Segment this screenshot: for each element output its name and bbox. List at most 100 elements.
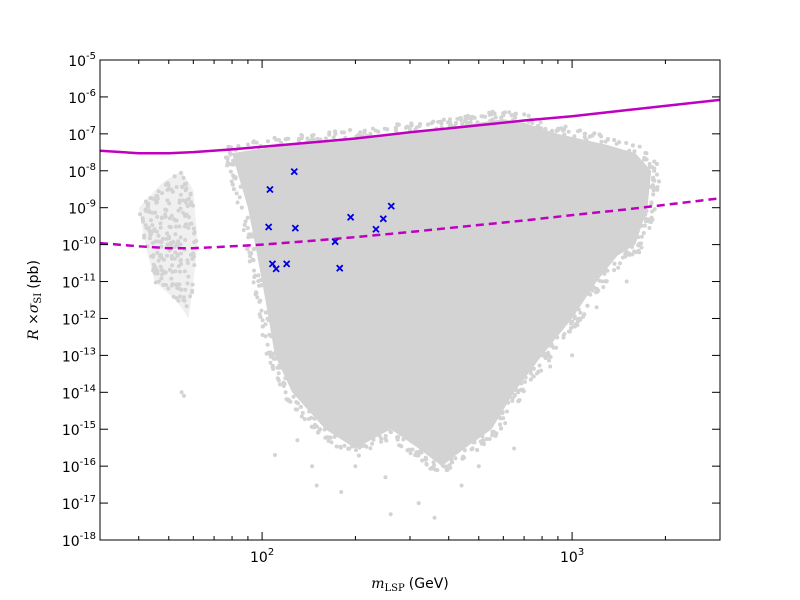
- scan-point: [175, 253, 180, 258]
- scan-point: [383, 437, 388, 441]
- scan-point: [348, 128, 352, 132]
- y-tick-label: 10-18: [62, 531, 96, 550]
- y-tick-label: 10-8: [68, 162, 96, 181]
- scan-point: [150, 229, 155, 234]
- scan-point: [636, 235, 641, 240]
- scan-point: [620, 255, 625, 260]
- scan-point: [655, 185, 660, 190]
- scan-point: [228, 169, 233, 174]
- scan-point: [368, 131, 373, 136]
- scan-point: [388, 429, 393, 434]
- scan-point: [578, 316, 583, 321]
- scan-point: [172, 174, 177, 179]
- scan-point: [293, 407, 298, 412]
- scan-point: [189, 221, 194, 226]
- scan-point: [145, 225, 150, 230]
- scan-point: [551, 345, 556, 350]
- scan-point: [522, 379, 527, 384]
- scan-point: [354, 448, 358, 453]
- scan-point: [154, 193, 159, 198]
- scan-point: [174, 218, 179, 223]
- scan-point: [475, 448, 480, 452]
- scan-point: [572, 324, 577, 329]
- scan-point: [271, 351, 276, 356]
- y-tick-label: 10-14: [62, 383, 96, 402]
- scan-point: [298, 404, 303, 409]
- scan-point: [518, 387, 523, 392]
- scan-point: [251, 247, 256, 252]
- scan-point: [164, 283, 168, 287]
- scan-point: [153, 280, 158, 285]
- y-tick-label: 10-7: [68, 125, 96, 144]
- scan-point: [490, 109, 495, 114]
- scan-point: [187, 215, 191, 220]
- scan-point: [556, 127, 561, 132]
- scan-point: [329, 440, 334, 445]
- scan-point: [238, 184, 243, 189]
- y-tick-label: 10-11: [62, 273, 96, 292]
- scan-point: [163, 207, 168, 212]
- scan-point: [388, 512, 393, 517]
- scan-point: [168, 243, 173, 248]
- scan-point: [497, 415, 502, 420]
- scan-point: [173, 269, 178, 274]
- scan-point: [652, 178, 657, 183]
- scan-point: [231, 162, 236, 167]
- scan-point: [377, 433, 382, 438]
- scan-point: [598, 133, 603, 138]
- scan-point: [566, 129, 571, 134]
- scan-point: [409, 121, 414, 126]
- scan-point: [169, 254, 174, 258]
- scan-point: [327, 130, 332, 135]
- scan-point: [461, 454, 466, 459]
- scan-point: [328, 435, 333, 440]
- solid-limit-curve: [100, 98, 720, 155]
- highlighted-point-layer: [265, 167, 395, 273]
- scan-point: [165, 231, 169, 236]
- scan-point: [637, 144, 642, 149]
- scan-point: [165, 198, 170, 203]
- scan-point: [158, 225, 163, 230]
- scan-point: [229, 179, 234, 184]
- scan-point: [167, 267, 172, 272]
- scan-point: [630, 143, 635, 148]
- scan-point: [570, 319, 574, 324]
- scan-point: [163, 182, 168, 187]
- scan-point: [432, 515, 437, 520]
- scan-point: [169, 187, 174, 192]
- scan-point: [306, 417, 311, 421]
- scan-point: [587, 292, 592, 297]
- scan-point: [299, 414, 304, 419]
- y-axis-label-prefix: R ×: [26, 313, 42, 341]
- scan-point: [170, 263, 175, 268]
- scan-point: [158, 221, 163, 226]
- scan-point: [295, 438, 300, 443]
- highlighted-point-marker: [268, 260, 277, 268]
- scan-point: [171, 282, 176, 287]
- scan-point: [138, 212, 142, 217]
- scan-point: [536, 369, 541, 374]
- scan-point: [595, 287, 599, 291]
- highlighted-point-marker: [283, 260, 291, 268]
- scan-point: [307, 409, 312, 414]
- scan-point: [652, 159, 657, 164]
- scan-point: [475, 120, 480, 125]
- scan-point: [163, 212, 168, 217]
- scan-point: [178, 192, 183, 197]
- scan-point: [604, 279, 609, 284]
- scan-point: [283, 376, 288, 381]
- scan-point: [636, 243, 641, 248]
- scan-point: [625, 252, 630, 257]
- scan-point: [476, 464, 481, 469]
- highlighted-point-marker: [265, 223, 273, 231]
- scan-point: [256, 273, 261, 278]
- scan-point: [368, 446, 373, 451]
- scan-point: [172, 245, 177, 250]
- scan-point: [490, 430, 495, 434]
- x-axis-label-symbol: m: [371, 576, 384, 592]
- scan-point: [548, 355, 553, 359]
- y-axis-label-symbol: σ: [26, 303, 42, 313]
- scan-point: [647, 164, 652, 169]
- scan-point: [338, 444, 343, 449]
- scan-point: [548, 364, 553, 369]
